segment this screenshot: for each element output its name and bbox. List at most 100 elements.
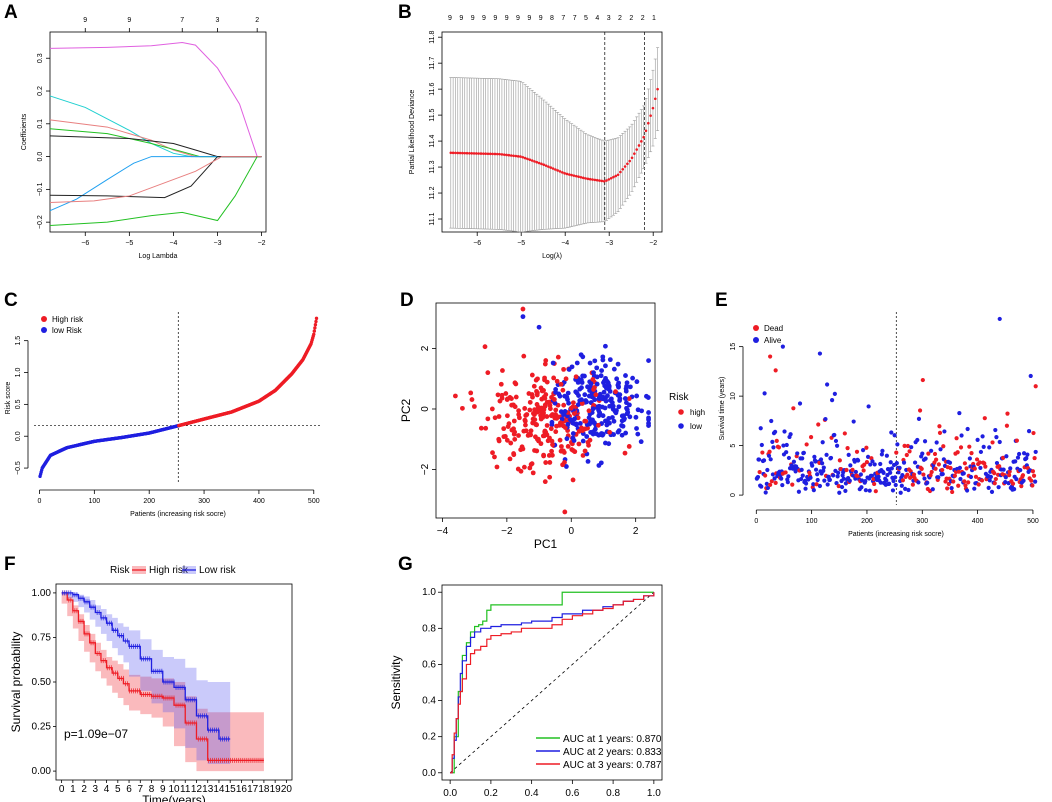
deviance-point [614, 174, 618, 178]
top-tick-label: 9 [471, 15, 475, 22]
y-tick-label: 2 [420, 345, 431, 351]
low-risk-point [616, 428, 622, 433]
coef-path-cyan [49, 95, 262, 158]
alive-point [863, 479, 868, 484]
high-risk-point [496, 436, 502, 442]
alive-point [763, 490, 768, 495]
low-risk-point [616, 404, 622, 410]
x-tick-label: 0 [754, 518, 758, 525]
dead-point [932, 451, 938, 457]
alive-point [841, 476, 846, 481]
high-risk-point [573, 374, 579, 380]
dead-point [958, 445, 964, 450]
deviance-point [586, 177, 590, 181]
x-tick-label: 0 [38, 498, 42, 505]
y-tick-label: 1.0 [422, 587, 436, 598]
alive-point [1021, 478, 1026, 483]
y-tick-label: 0.2 [422, 732, 436, 743]
alive-point [986, 485, 991, 490]
low-risk-point [600, 354, 606, 360]
alive-point [930, 487, 935, 492]
alive-point [929, 448, 934, 453]
alive-point [799, 467, 804, 472]
high-risk-point [560, 462, 566, 468]
dead-point [1030, 469, 1036, 474]
legend-title: Risk [669, 392, 689, 403]
dead-point [791, 406, 796, 411]
deviance-point [600, 179, 604, 183]
low-risk-point [579, 397, 584, 403]
alive-point [915, 437, 920, 443]
alive-point [1014, 476, 1019, 482]
dead-point [963, 483, 968, 488]
dead-point [966, 480, 971, 485]
low-risk-point [577, 421, 583, 426]
low-risk-point [569, 364, 575, 370]
legend-title: Risk [110, 565, 130, 576]
x-tick-label: −3 [605, 240, 613, 247]
x-tick-label: 400 [253, 498, 265, 505]
high-risk-point [483, 425, 489, 431]
deviance-point [581, 176, 585, 180]
alive-point [898, 490, 903, 495]
alive-point [968, 474, 974, 480]
y-tick-label: 0.1 [37, 119, 44, 129]
alive-point [886, 481, 892, 486]
alive-point [759, 442, 764, 448]
alive-point [769, 418, 774, 424]
alive-point [765, 485, 771, 491]
low-risk-point [603, 378, 609, 384]
alive-point [817, 483, 823, 489]
alive-point [879, 452, 884, 457]
alive-point [889, 430, 894, 435]
x-tick-label: 1.0 [647, 788, 661, 799]
low-risk-point [630, 375, 636, 381]
alive-point [831, 473, 836, 478]
alive-point [894, 461, 899, 466]
high-risk-point [580, 453, 586, 458]
x-tick-label: 1 [70, 784, 76, 795]
x-tick-label: 0.4 [525, 788, 539, 799]
high-risk-point [509, 402, 515, 408]
high-risk-point [548, 426, 554, 432]
high-risk-point [512, 436, 518, 442]
low-risk-point [565, 421, 571, 427]
alive-point [848, 463, 853, 468]
top-tick-label: 1 [652, 15, 656, 22]
deviance-point [484, 152, 487, 156]
dead-point [1005, 411, 1010, 416]
deviance-point [458, 151, 462, 155]
dead-point [763, 473, 768, 478]
high-risk-point [576, 428, 582, 434]
deviance-point [616, 173, 620, 177]
alive-point [1015, 455, 1021, 460]
alive-point [917, 470, 922, 475]
dead-point [838, 466, 844, 472]
alive-point [957, 465, 963, 470]
alive-point [866, 404, 871, 409]
alive-point [923, 456, 928, 461]
dead-point [937, 424, 942, 429]
alive-point [988, 474, 993, 480]
top-tick-label: 9 [448, 15, 452, 22]
x-tick-label: 200 [143, 498, 155, 505]
dead-point [967, 444, 972, 449]
dead-point [864, 445, 869, 450]
plot-frame [441, 584, 663, 781]
dead-point [790, 482, 795, 487]
y-tick-label: −0.5 [15, 461, 22, 475]
high-risk-point [489, 406, 495, 412]
alive-point [758, 426, 763, 431]
deviance-point [558, 170, 562, 173]
dead-point [937, 430, 943, 435]
high-risk-point [568, 405, 574, 411]
low-risk-point [644, 393, 649, 399]
high-risk-point [550, 442, 555, 448]
deviance-point [495, 152, 499, 156]
alive-point [893, 482, 898, 488]
top-tick-label: 2 [629, 15, 633, 22]
alive-point [825, 482, 830, 487]
deviance-point [544, 164, 548, 167]
high-risk-point [532, 412, 537, 417]
low-risk-point [582, 392, 588, 398]
